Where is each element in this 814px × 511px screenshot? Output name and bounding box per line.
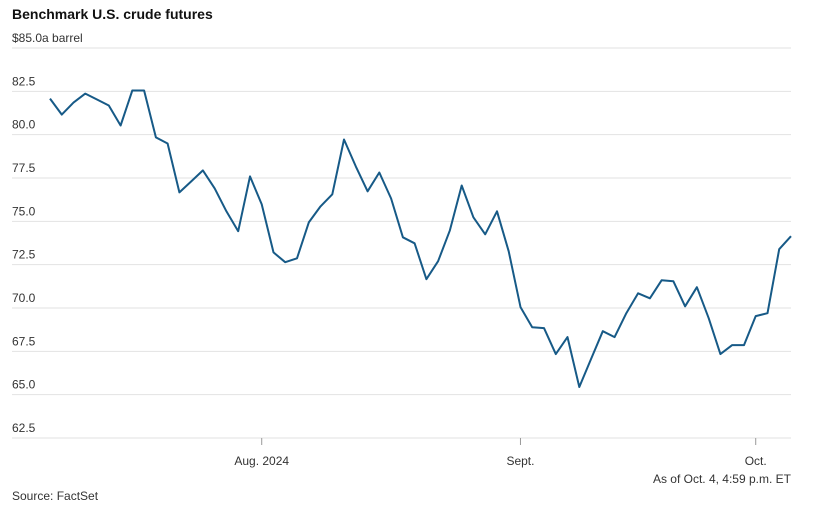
source: Source: FactSet xyxy=(12,489,99,503)
y-tick-label: 67.5 xyxy=(12,334,36,348)
y-tick-label: 80.0 xyxy=(12,118,36,132)
x-tick-label: Sept. xyxy=(506,454,534,468)
y-tick-label: 82.5 xyxy=(12,74,36,88)
y-tick-label: $85.0a barrel xyxy=(12,31,83,45)
price-line xyxy=(49,89,792,388)
y-tick-label: 65.0 xyxy=(12,378,36,392)
y-tick-label: 75.0 xyxy=(12,204,36,218)
x-tick-label: Aug. 2024 xyxy=(234,454,289,468)
y-tick-label: 62.5 xyxy=(12,421,36,435)
y-tick-label: 70.0 xyxy=(12,291,36,305)
y-tick-label: 72.5 xyxy=(12,248,36,262)
x-tick-label: Oct. xyxy=(745,454,767,468)
note: As of Oct. 4, 4:59 p.m. ET xyxy=(653,472,792,486)
y-tick-label: 77.5 xyxy=(12,161,36,175)
chart-title: Benchmark U.S. crude futures xyxy=(12,6,213,22)
